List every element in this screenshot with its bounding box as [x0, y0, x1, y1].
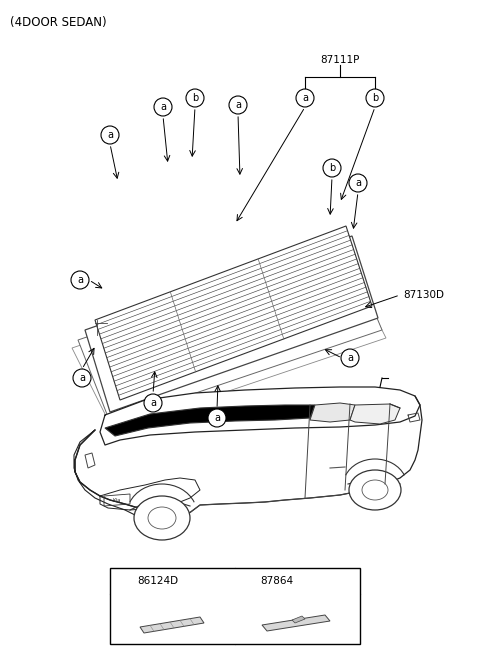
Text: a: a — [121, 576, 127, 586]
Circle shape — [229, 96, 247, 114]
Text: 87864: 87864 — [260, 576, 293, 586]
Ellipse shape — [134, 496, 190, 540]
Circle shape — [73, 369, 91, 387]
Circle shape — [116, 573, 132, 589]
Bar — [110, 568, 360, 644]
Text: a: a — [160, 102, 166, 112]
Text: b: b — [244, 576, 250, 586]
Text: a: a — [302, 93, 308, 103]
Polygon shape — [100, 387, 420, 445]
Polygon shape — [105, 405, 315, 436]
Polygon shape — [95, 226, 372, 400]
Polygon shape — [78, 248, 382, 422]
Polygon shape — [310, 403, 355, 422]
Polygon shape — [292, 616, 305, 623]
Ellipse shape — [349, 470, 401, 510]
Circle shape — [323, 159, 341, 177]
Text: b: b — [192, 93, 198, 103]
Circle shape — [208, 409, 226, 427]
Text: (4DOOR SEDAN): (4DOOR SEDAN) — [10, 16, 107, 29]
Text: b: b — [329, 163, 335, 173]
Circle shape — [366, 89, 384, 107]
Text: 87111P: 87111P — [320, 55, 360, 65]
Circle shape — [154, 98, 172, 116]
Polygon shape — [350, 404, 400, 424]
Text: a: a — [214, 413, 220, 423]
Circle shape — [144, 394, 162, 412]
Circle shape — [71, 271, 89, 289]
Text: a: a — [107, 130, 113, 140]
Circle shape — [341, 349, 359, 367]
Polygon shape — [72, 256, 386, 430]
Circle shape — [186, 89, 204, 107]
Polygon shape — [140, 617, 204, 633]
Text: 86124D: 86124D — [137, 576, 178, 586]
Text: a: a — [235, 100, 241, 110]
Text: a: a — [347, 353, 353, 363]
Circle shape — [296, 89, 314, 107]
Text: a: a — [77, 275, 83, 285]
Text: a: a — [355, 178, 361, 188]
Polygon shape — [262, 615, 330, 631]
Text: Kia: Kia — [113, 497, 121, 502]
Text: 87130D: 87130D — [403, 290, 444, 300]
Circle shape — [101, 126, 119, 144]
Text: a: a — [150, 398, 156, 408]
Text: a: a — [79, 373, 85, 383]
Circle shape — [239, 573, 255, 589]
Polygon shape — [85, 236, 378, 412]
Circle shape — [349, 174, 367, 192]
Text: b: b — [372, 93, 378, 103]
